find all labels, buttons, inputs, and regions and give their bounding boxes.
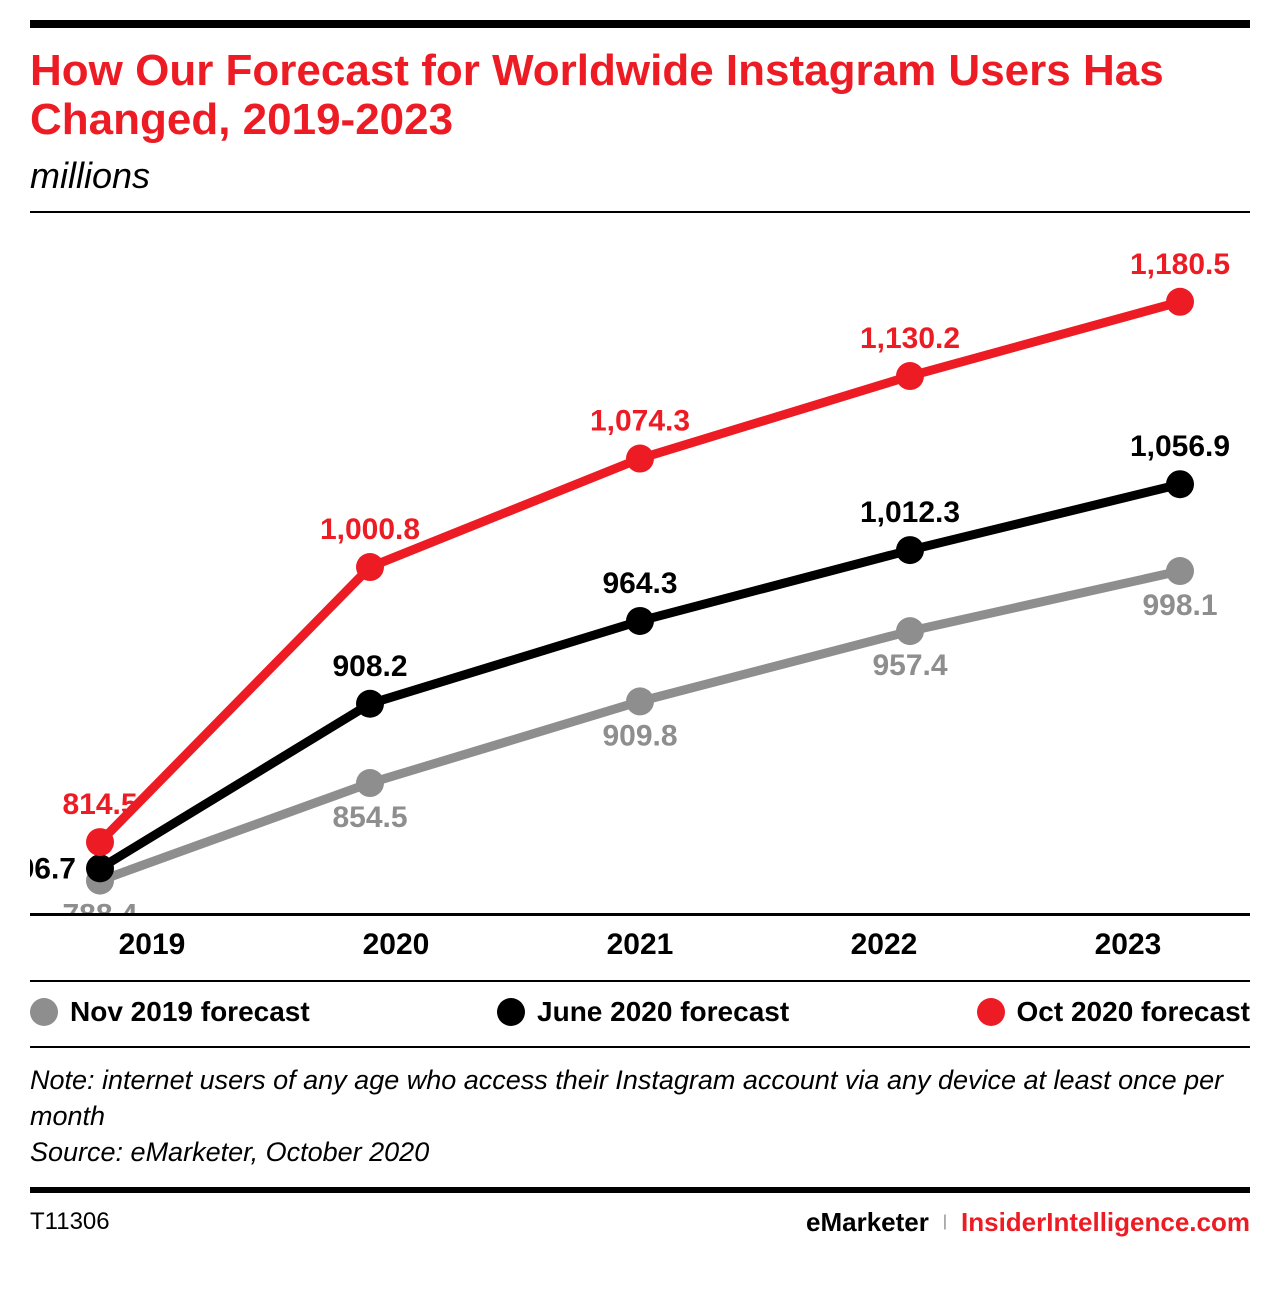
footer-divider: | (943, 1213, 947, 1231)
svg-text:796.7: 796.7 (30, 852, 76, 885)
chart-subtitle: millions (30, 155, 1250, 197)
legend-item: June 2020 forecast (497, 996, 789, 1028)
x-tick-label: 2021 (518, 928, 762, 962)
svg-text:814.5: 814.5 (62, 788, 137, 821)
brand-emarketer: eMarketer (806, 1207, 929, 1238)
legend: Nov 2019 forecast June 2020 forecast Oct 2… (30, 982, 1250, 1046)
svg-text:1,074.3: 1,074.3 (590, 404, 690, 437)
chart-id: T11306 (30, 1208, 110, 1236)
legend-item: Nov 2019 forecast (30, 996, 310, 1028)
svg-text:1,130.2: 1,130.2 (860, 322, 960, 355)
svg-text:998.1: 998.1 (1142, 589, 1217, 622)
svg-text:908.2: 908.2 (332, 649, 407, 682)
svg-text:1,000.8: 1,000.8 (320, 513, 420, 546)
footer: T11306 eMarketer | InsiderIntelligence.c… (30, 1193, 1250, 1238)
svg-text:1,180.5: 1,180.5 (1130, 247, 1230, 280)
svg-text:909.8: 909.8 (602, 719, 677, 752)
chart-title: How Our Forecast for Worldwide Instagram… (30, 46, 1250, 145)
svg-text:957.4: 957.4 (872, 649, 947, 682)
note-line-1: Note: internet users of any age who acce… (30, 1062, 1250, 1135)
legend-item: Oct 2020 forecast (977, 996, 1250, 1028)
top-rule (30, 20, 1250, 28)
x-tick-label: 2022 (762, 928, 1006, 962)
svg-text:964.3: 964.3 (602, 566, 677, 599)
legend-label: Nov 2019 forecast (70, 996, 310, 1028)
x-tick-label: 2019 (30, 928, 274, 962)
svg-text:854.5: 854.5 (332, 801, 407, 834)
x-tick-label: 2020 (274, 928, 518, 962)
legend-label: Oct 2020 forecast (1017, 996, 1250, 1028)
legend-dot-icon (30, 998, 58, 1026)
chart-note: Note: internet users of any age who acce… (30, 1048, 1250, 1177)
note-line-2: Source: eMarketer, October 2020 (30, 1134, 1250, 1170)
legend-label: June 2020 forecast (537, 996, 789, 1028)
legend-dot-icon (497, 998, 525, 1026)
x-axis-labels: 20192020202120222023 (30, 916, 1250, 980)
svg-text:788.4: 788.4 (62, 898, 137, 912)
chart-area: 788.4 854.5 909.8 957.4 998.1 796.7 908.2 964.3… (30, 213, 1250, 913)
svg-text:1,056.9: 1,056.9 (1130, 430, 1230, 463)
x-tick-label: 2023 (1006, 928, 1250, 962)
line-chart-svg: 788.4 854.5 909.8 957.4 998.1 796.7 908.2 964.3… (30, 213, 1250, 913)
legend-dot-icon (977, 998, 1005, 1026)
footer-brands: eMarketer | InsiderIntelligence.com (806, 1207, 1250, 1238)
brand-insider: InsiderIntelligence.com (961, 1207, 1250, 1238)
svg-text:1,012.3: 1,012.3 (860, 496, 960, 529)
